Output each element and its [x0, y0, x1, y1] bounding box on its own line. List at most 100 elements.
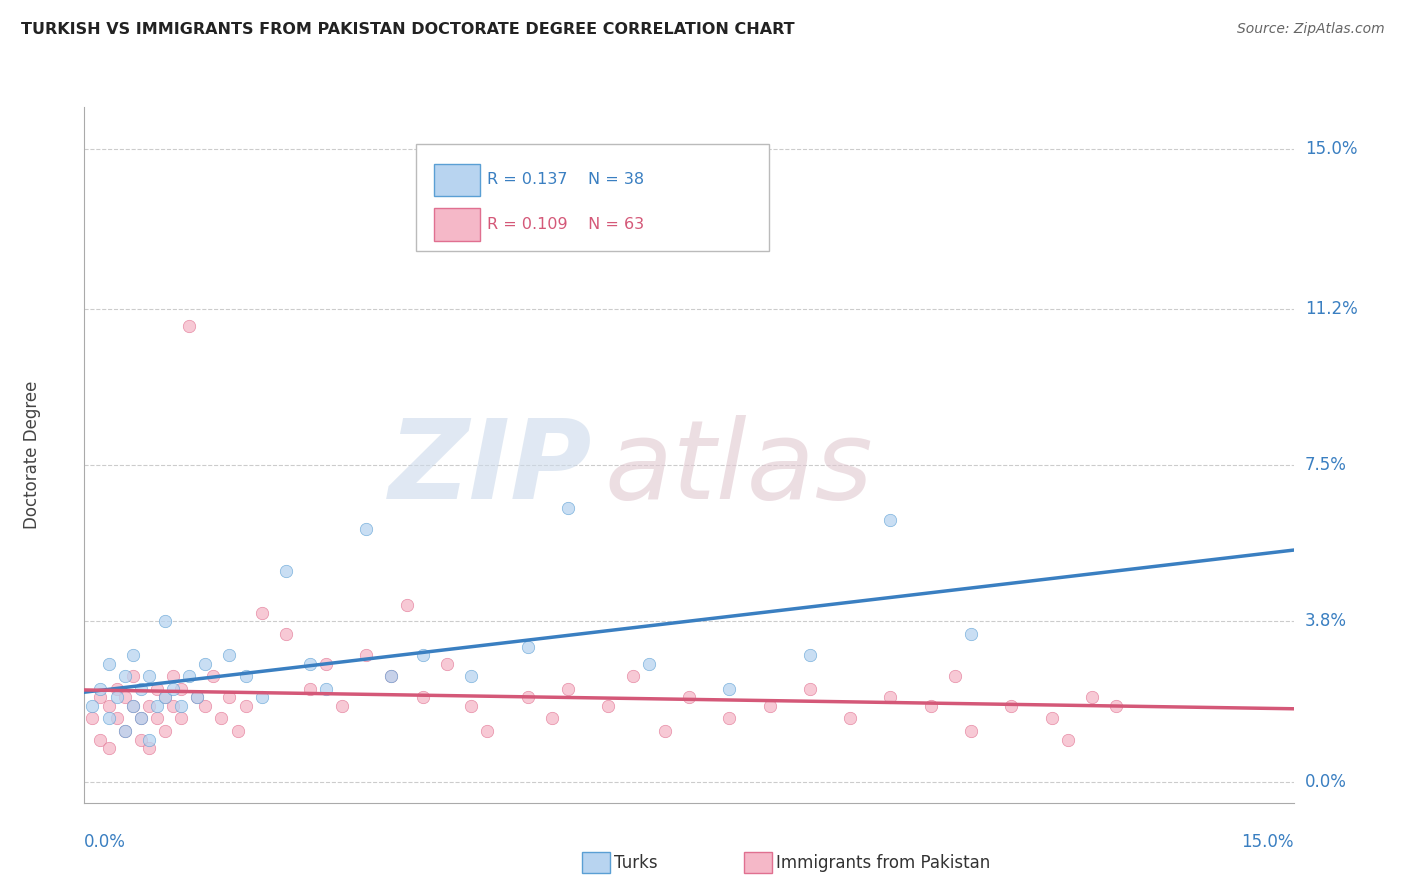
Text: 3.8%: 3.8% — [1305, 613, 1347, 631]
Point — [250, 690, 273, 705]
Point — [1105, 698, 1128, 713]
Text: 7.5%: 7.5% — [1305, 457, 1347, 475]
Point — [678, 690, 700, 705]
Point — [557, 681, 579, 696]
Point — [153, 724, 176, 739]
Point — [153, 615, 176, 629]
Text: R = 0.109    N = 63: R = 0.109 N = 63 — [488, 218, 644, 232]
Point — [170, 681, 193, 696]
Point — [89, 732, 111, 747]
Point — [138, 741, 160, 756]
Point — [114, 724, 136, 739]
Point — [162, 669, 184, 683]
Point — [121, 698, 143, 713]
Point — [129, 732, 152, 747]
Point — [97, 711, 120, 725]
Point — [839, 711, 862, 725]
Point — [235, 698, 257, 713]
Point — [138, 669, 160, 683]
Point — [758, 698, 780, 713]
Point — [121, 698, 143, 713]
Point — [274, 564, 297, 578]
Text: Doctorate Degree: Doctorate Degree — [22, 381, 41, 529]
Point — [943, 669, 966, 683]
Point — [179, 669, 201, 683]
Point — [153, 690, 176, 705]
Text: ZIP: ZIP — [388, 416, 592, 523]
Point — [250, 606, 273, 620]
Point — [1040, 711, 1063, 725]
Point — [89, 681, 111, 696]
Point — [557, 500, 579, 515]
Point — [162, 681, 184, 696]
Point — [356, 522, 378, 536]
Point — [460, 698, 482, 713]
Point — [179, 319, 201, 334]
Text: Immigrants from Pakistan: Immigrants from Pakistan — [776, 854, 990, 871]
Point — [1081, 690, 1104, 705]
Point — [436, 657, 458, 671]
Point — [114, 690, 136, 705]
Text: 15.0%: 15.0% — [1305, 140, 1357, 158]
Point — [97, 657, 120, 671]
Point — [879, 513, 901, 527]
Point — [274, 627, 297, 641]
Point — [516, 690, 538, 705]
Point — [412, 690, 434, 705]
Text: 15.0%: 15.0% — [1241, 833, 1294, 851]
Point — [138, 698, 160, 713]
Text: Source: ZipAtlas.com: Source: ZipAtlas.com — [1237, 22, 1385, 37]
Point — [153, 690, 176, 705]
Point — [97, 741, 120, 756]
Point — [718, 681, 741, 696]
Text: 11.2%: 11.2% — [1305, 301, 1357, 318]
Point — [799, 648, 821, 663]
Point — [356, 648, 378, 663]
Point — [105, 681, 128, 696]
Point — [186, 690, 208, 705]
Point — [194, 657, 217, 671]
Text: 0.0%: 0.0% — [1305, 772, 1347, 790]
Point — [170, 711, 193, 725]
Text: TURKISH VS IMMIGRANTS FROM PAKISTAN DOCTORATE DEGREE CORRELATION CHART: TURKISH VS IMMIGRANTS FROM PAKISTAN DOCT… — [21, 22, 794, 37]
Point — [218, 690, 240, 705]
Point — [82, 711, 104, 725]
Point — [315, 657, 337, 671]
Text: R = 0.137    N = 38: R = 0.137 N = 38 — [488, 172, 644, 187]
Point — [170, 698, 193, 713]
Point — [621, 669, 644, 683]
Point — [960, 724, 983, 739]
Point — [89, 690, 111, 705]
Point — [129, 681, 152, 696]
Point — [129, 711, 152, 725]
Point — [121, 669, 143, 683]
Point — [1000, 698, 1022, 713]
Text: 0.0%: 0.0% — [84, 833, 127, 851]
Point — [477, 724, 499, 739]
Point — [799, 681, 821, 696]
Point — [186, 690, 208, 705]
Point — [138, 732, 160, 747]
Point — [330, 698, 353, 713]
Point — [162, 698, 184, 713]
Point — [105, 690, 128, 705]
Point — [315, 681, 337, 696]
Point — [299, 657, 322, 671]
Text: Turks: Turks — [614, 854, 658, 871]
Point — [129, 711, 152, 725]
Point — [412, 648, 434, 663]
Point — [235, 669, 257, 683]
Point — [1056, 732, 1078, 747]
Point — [209, 711, 232, 725]
Point — [202, 669, 225, 683]
Point — [879, 690, 901, 705]
Point — [97, 698, 120, 713]
Point — [218, 648, 240, 663]
Point — [105, 711, 128, 725]
Point — [380, 669, 402, 683]
Point — [460, 669, 482, 683]
Point — [541, 711, 564, 725]
Text: atlas: atlas — [605, 416, 873, 523]
Point — [121, 648, 143, 663]
Point — [82, 698, 104, 713]
